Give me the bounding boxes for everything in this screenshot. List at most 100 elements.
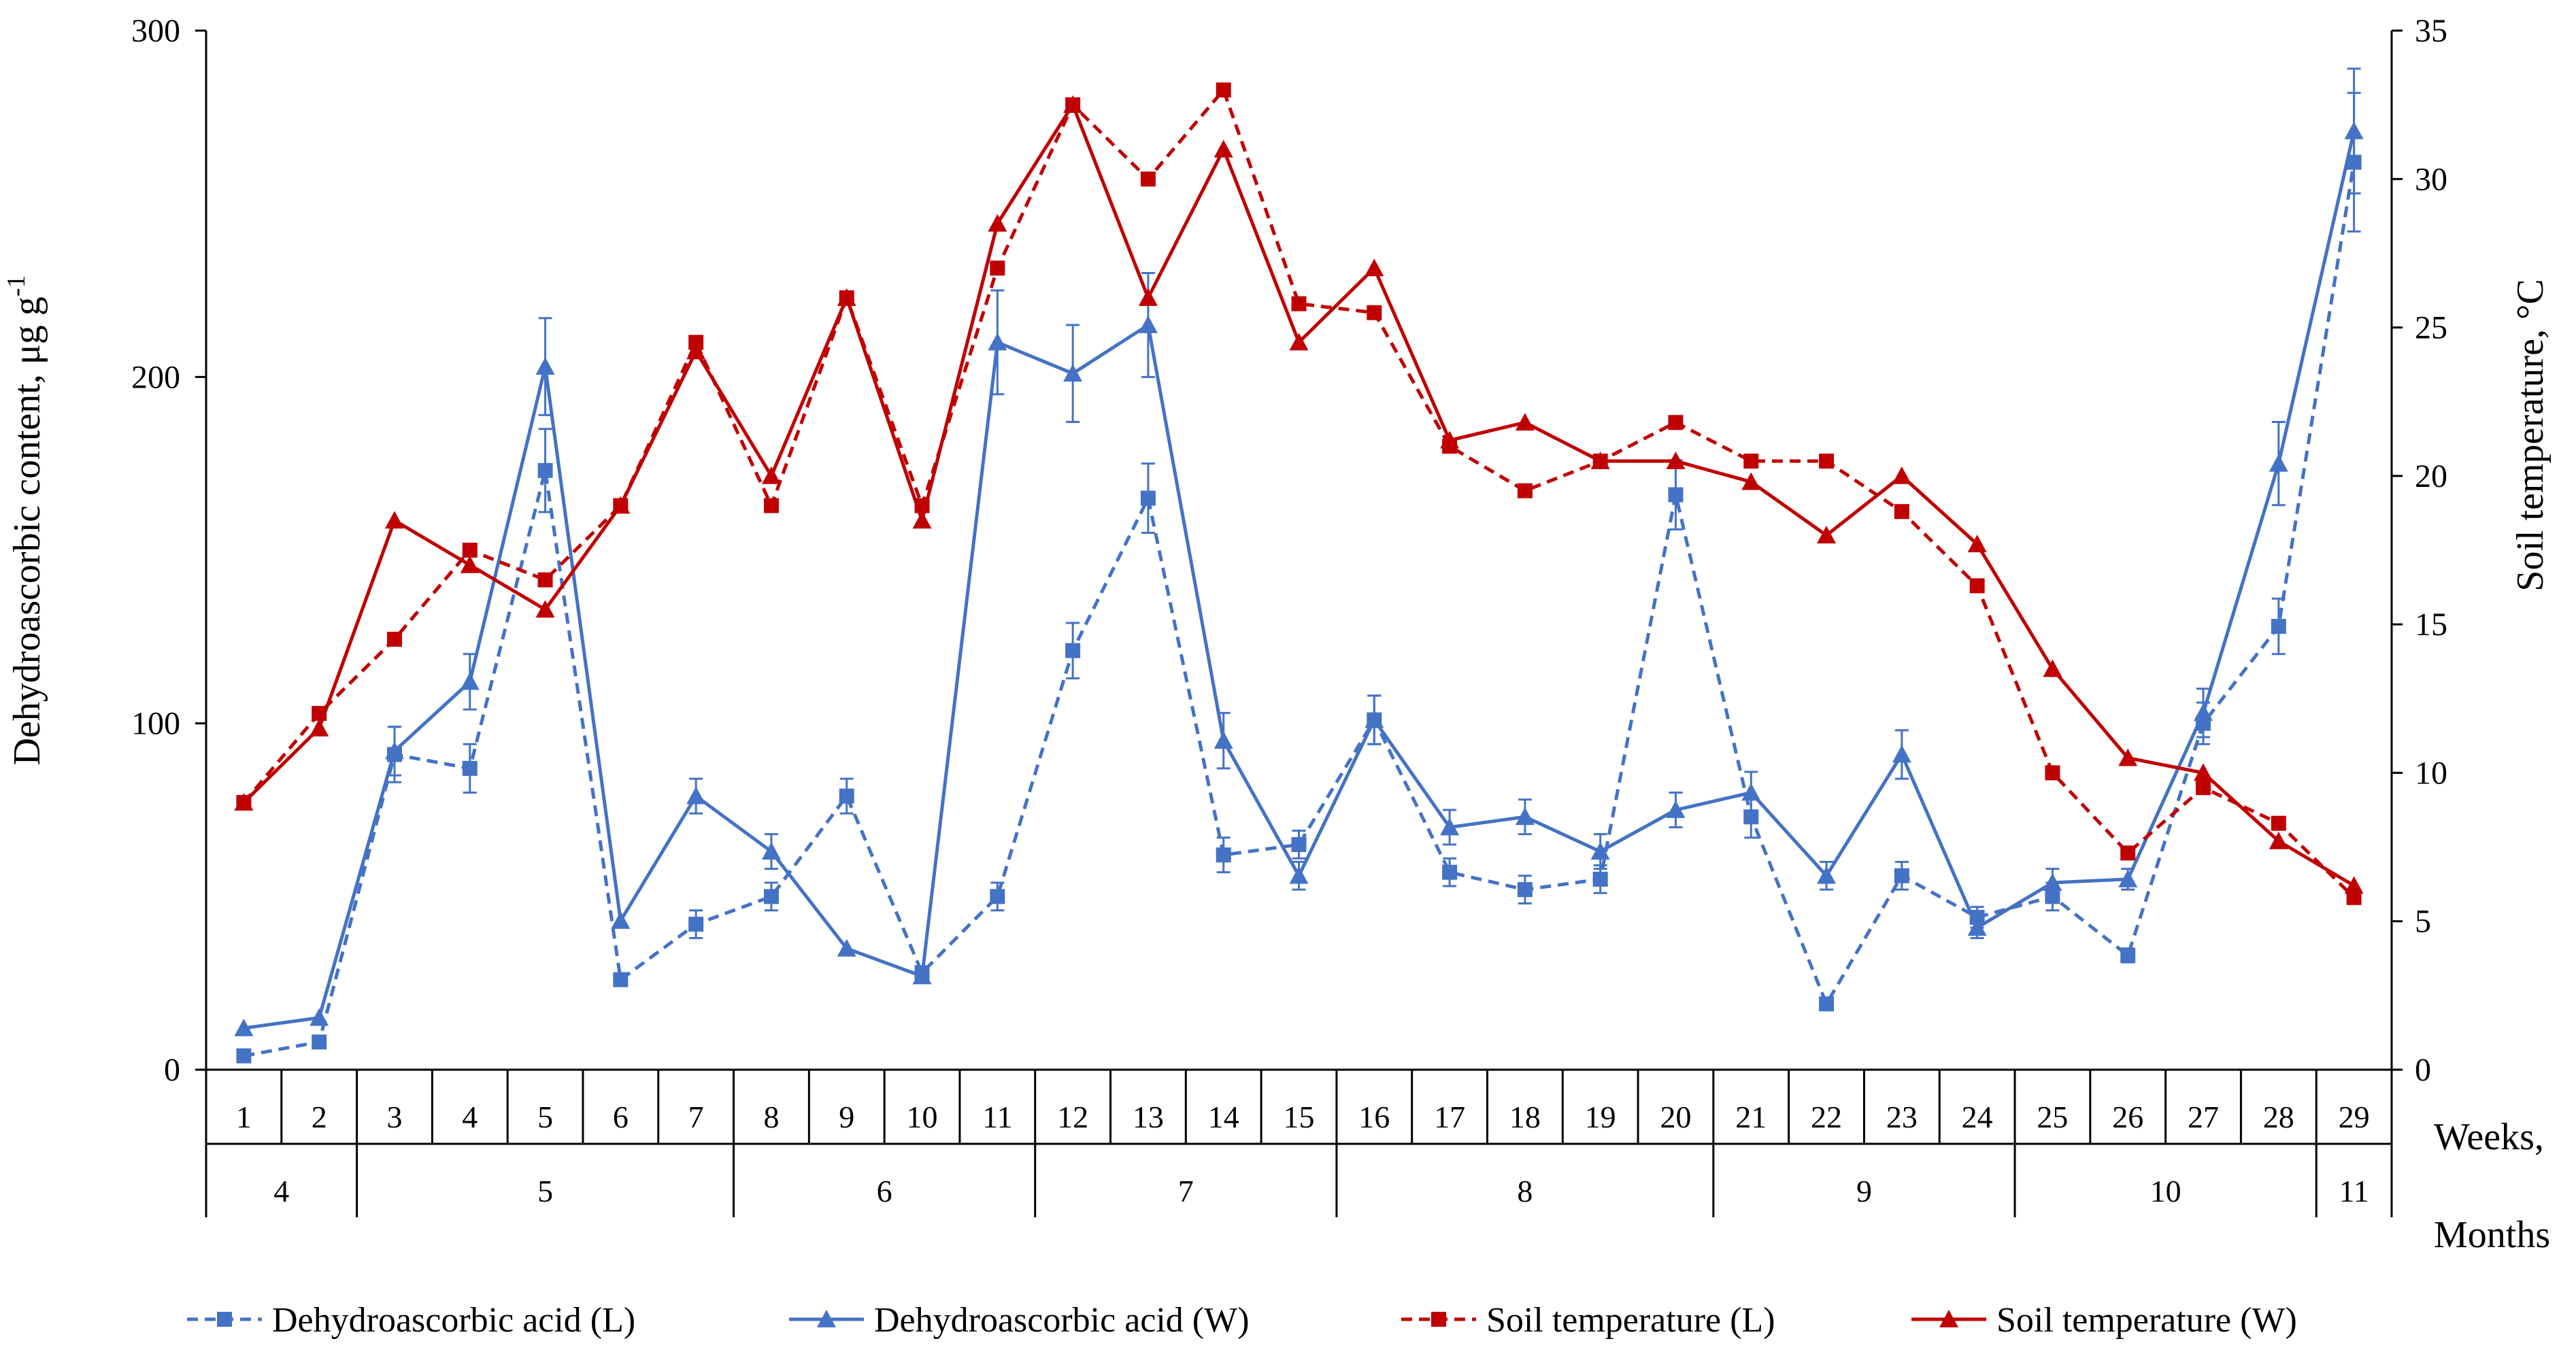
data-point xyxy=(1138,288,1158,306)
data-point xyxy=(2118,748,2138,766)
data-point xyxy=(2118,869,2138,887)
week-label: 20 xyxy=(1660,1100,1691,1134)
data-point xyxy=(2271,619,2286,634)
data-point xyxy=(1440,430,1460,449)
data-point xyxy=(1668,487,1684,503)
data-point xyxy=(2120,845,2136,861)
legend-item: Soil temperature (L) xyxy=(1401,1301,1775,1340)
data-point xyxy=(1365,710,1384,728)
data-point xyxy=(2196,780,2211,796)
week-label: 14 xyxy=(1208,1100,1239,1134)
data-point xyxy=(1743,454,1759,469)
data-point xyxy=(1666,800,1686,818)
legend-label: Dehydroascorbic acid (W) xyxy=(874,1301,1250,1340)
data-point xyxy=(1291,296,1307,311)
legend: Dehydroascorbic acid (L) Dehydroascorbic … xyxy=(187,1301,2297,1340)
week-label: 5 xyxy=(537,1100,553,1134)
week-label: 29 xyxy=(2339,1100,2370,1134)
y-right-tick-label: 35 xyxy=(2415,13,2447,49)
data-point xyxy=(1442,864,1458,880)
legend-item: Dehydroascorbic acid (L) xyxy=(187,1301,635,1340)
data-point xyxy=(1967,918,1987,936)
data-point xyxy=(2271,815,2286,831)
y-right-tick-label: 10 xyxy=(2415,755,2447,791)
legend-marker xyxy=(1939,1310,1958,1327)
y-left-tick-label: 100 xyxy=(131,706,180,742)
series-2 xyxy=(236,82,2362,905)
data-point xyxy=(1668,415,1684,430)
data-point xyxy=(1214,139,1233,158)
data-point xyxy=(613,972,629,987)
x-axis-months-title: Months xyxy=(2434,1214,2550,1256)
data-point xyxy=(310,1008,329,1026)
y-left-tick-label: 0 xyxy=(164,1052,180,1088)
legend-label: Soil temperature (W) xyxy=(1996,1301,2297,1340)
week-label: 9 xyxy=(839,1100,854,1134)
week-label: 23 xyxy=(1886,1100,1918,1134)
series-0 xyxy=(236,92,2362,1064)
data-point xyxy=(462,543,478,558)
y-right-tick-label: 20 xyxy=(2415,458,2447,494)
week-label: 1 xyxy=(236,1100,252,1134)
legend-item: Soil temperature (W) xyxy=(1911,1301,2297,1340)
x-axis-weeks-title: Weeks, xyxy=(2434,1116,2544,1158)
data-point xyxy=(2269,454,2288,472)
data-point xyxy=(1291,836,1307,852)
data-point xyxy=(1440,817,1460,836)
data-point xyxy=(1817,866,1837,884)
series-1 xyxy=(234,67,2364,1036)
data-point xyxy=(990,889,1005,904)
month-label: 10 xyxy=(2150,1174,2181,1208)
y-left-tick-label: 200 xyxy=(131,359,180,395)
y-axis-left-title: Dehydroascorbic content, μg g-1 xyxy=(2,275,48,765)
data-point xyxy=(386,631,402,647)
data-point xyxy=(2269,831,2288,849)
data-point xyxy=(686,341,706,360)
data-point xyxy=(1894,868,1909,883)
legend-marker xyxy=(217,1312,232,1327)
data-point xyxy=(2043,659,2062,677)
data-point xyxy=(1590,452,1610,469)
legend-label: Soil temperature (L) xyxy=(1486,1301,1775,1340)
axes-frame xyxy=(195,29,2403,1217)
month-label: 11 xyxy=(2339,1174,2369,1208)
week-label: 3 xyxy=(386,1100,402,1134)
data-point xyxy=(1967,535,1987,553)
y-right-tick-label: 0 xyxy=(2415,1052,2431,1088)
data-point xyxy=(1216,847,1231,863)
data-point xyxy=(1894,504,1909,520)
data-point xyxy=(1063,364,1083,382)
data-point xyxy=(236,1048,252,1064)
data-point xyxy=(1515,413,1535,431)
data-point xyxy=(763,498,779,513)
data-point xyxy=(2043,872,2062,891)
data-point xyxy=(2120,947,2136,963)
legend-item: Dehydroascorbic acid (W) xyxy=(789,1301,1250,1340)
y-left-tick-label: 300 xyxy=(131,13,180,49)
data-point xyxy=(1590,842,1610,860)
data-point xyxy=(1741,783,1761,801)
data-point xyxy=(460,672,480,690)
data-point xyxy=(1140,171,1156,187)
data-point xyxy=(234,793,254,811)
data-point xyxy=(462,760,478,776)
data-point xyxy=(1214,731,1233,749)
week-label: 13 xyxy=(1133,1100,1164,1134)
legend-label: Dehydroascorbic acid (L) xyxy=(272,1301,635,1340)
series-line xyxy=(242,88,2356,899)
data-point xyxy=(988,333,1007,351)
week-label: 26 xyxy=(2112,1100,2143,1134)
data-point xyxy=(1365,258,1384,277)
data-point xyxy=(837,288,856,306)
week-label: 27 xyxy=(2188,1100,2219,1134)
data-point xyxy=(2344,876,2364,894)
month-label: 5 xyxy=(537,1174,553,1208)
data-point xyxy=(2344,121,2364,139)
data-point xyxy=(1741,472,1761,490)
data-point xyxy=(537,572,553,588)
week-label: 10 xyxy=(907,1100,938,1134)
data-point xyxy=(761,842,781,860)
data-point xyxy=(1892,466,1911,484)
week-label: 11 xyxy=(982,1100,1012,1134)
